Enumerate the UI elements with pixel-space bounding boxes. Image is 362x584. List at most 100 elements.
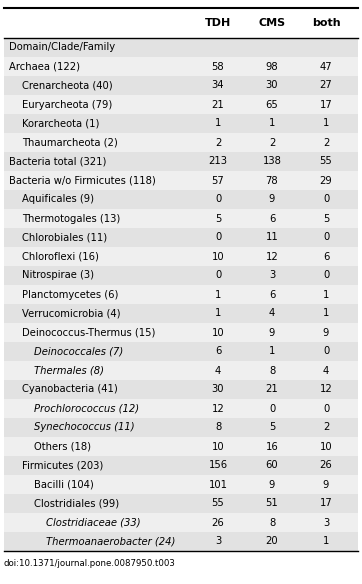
Text: 6: 6 [269,214,275,224]
Bar [4,323,358,342]
Text: Thaumarcheota (2): Thaumarcheota (2) [22,137,118,148]
Text: 2: 2 [215,137,221,148]
Text: 0: 0 [215,232,221,242]
Bar [4,494,358,513]
Text: Crenarcheota (40): Crenarcheota (40) [22,81,113,91]
Text: 5: 5 [323,214,329,224]
Text: 34: 34 [212,81,224,91]
Bar [4,513,358,532]
Text: 1: 1 [269,119,275,128]
Text: 101: 101 [209,479,227,489]
Text: 2: 2 [323,422,329,433]
Text: 1: 1 [215,308,221,318]
Bar [4,456,358,475]
Text: 6: 6 [215,346,221,356]
Bar [4,475,358,494]
Text: 1: 1 [215,119,221,128]
Text: 10: 10 [212,328,224,338]
Bar [4,342,358,361]
Text: 20: 20 [266,537,278,547]
Text: 1: 1 [323,119,329,128]
Text: 4: 4 [215,366,221,376]
Text: Thermoanaerobacter (24): Thermoanaerobacter (24) [46,537,175,547]
Text: 8: 8 [269,366,275,376]
Text: 60: 60 [266,461,278,471]
Text: 4: 4 [269,308,275,318]
Bar [4,285,358,304]
Text: Aquificales (9): Aquificales (9) [22,194,94,204]
Bar [4,418,358,437]
Text: 0: 0 [215,270,221,280]
Text: both: both [312,18,340,28]
Text: 0: 0 [323,194,329,204]
Text: Synechococcus (11): Synechococcus (11) [34,422,135,433]
Text: 8: 8 [215,422,221,433]
Text: Clostridiaceae (33): Clostridiaceae (33) [46,517,140,527]
Text: 16: 16 [266,442,278,451]
Bar [4,76,358,95]
Text: Chlorobiales (11): Chlorobiales (11) [22,232,107,242]
Text: 57: 57 [212,176,224,186]
Text: TDH: TDH [205,18,231,28]
Text: 2: 2 [323,137,329,148]
Text: 12: 12 [266,252,278,262]
Text: 5: 5 [269,422,275,433]
Bar [4,95,358,114]
Text: 3: 3 [215,537,221,547]
Bar [4,247,358,266]
Text: 10: 10 [212,252,224,262]
Text: 6: 6 [323,252,329,262]
Bar [4,171,358,190]
Text: 12: 12 [320,384,332,395]
Text: 21: 21 [266,384,278,395]
Text: Nitrospirae (3): Nitrospirae (3) [22,270,94,280]
Text: Deinococcus-Thermus (15): Deinococcus-Thermus (15) [22,328,155,338]
Text: Clostridiales (99): Clostridiales (99) [34,499,119,509]
Text: Cyanobacteria (41): Cyanobacteria (41) [22,384,118,395]
Text: 0: 0 [215,194,221,204]
Text: 4: 4 [323,366,329,376]
Text: 0: 0 [323,346,329,356]
Text: 9: 9 [269,479,275,489]
Text: 1: 1 [269,346,275,356]
Text: 30: 30 [212,384,224,395]
Text: 58: 58 [212,61,224,71]
Text: Archaea (122): Archaea (122) [9,61,80,71]
Text: CMS: CMS [258,18,286,28]
Text: 0: 0 [323,404,329,413]
Text: 9: 9 [269,328,275,338]
Text: 21: 21 [212,99,224,110]
Text: 9: 9 [269,194,275,204]
Bar [4,437,358,456]
Bar [4,380,358,399]
Text: doi:10.1371/journal.pone.0087950.t003: doi:10.1371/journal.pone.0087950.t003 [4,559,176,568]
Text: 78: 78 [266,176,278,186]
Text: 138: 138 [262,157,281,166]
Text: 17: 17 [320,99,332,110]
Text: 10: 10 [212,442,224,451]
Text: 2: 2 [269,137,275,148]
Bar [4,57,358,76]
Text: Firmicutes (203): Firmicutes (203) [22,461,103,471]
Text: Bacteria total (321): Bacteria total (321) [9,157,106,166]
Text: 51: 51 [266,499,278,509]
Text: 5: 5 [215,214,221,224]
Text: Bacilli (104): Bacilli (104) [34,479,94,489]
Text: 47: 47 [320,61,332,71]
Bar [4,228,358,247]
Bar [4,532,358,551]
Text: 9: 9 [323,328,329,338]
Bar [4,114,358,133]
Text: Thermotogales (13): Thermotogales (13) [22,214,120,224]
Text: Others (18): Others (18) [34,442,91,451]
Text: 26: 26 [320,461,332,471]
Text: Domain/Clade/Family: Domain/Clade/Family [9,43,115,53]
Text: Korarcheota (1): Korarcheota (1) [22,119,100,128]
Text: 55: 55 [320,157,332,166]
Text: 1: 1 [323,537,329,547]
Text: Planctomycetes (6): Planctomycetes (6) [22,290,118,300]
Bar [4,190,358,209]
Text: 9: 9 [323,479,329,489]
Text: 65: 65 [266,99,278,110]
Bar [4,399,358,418]
